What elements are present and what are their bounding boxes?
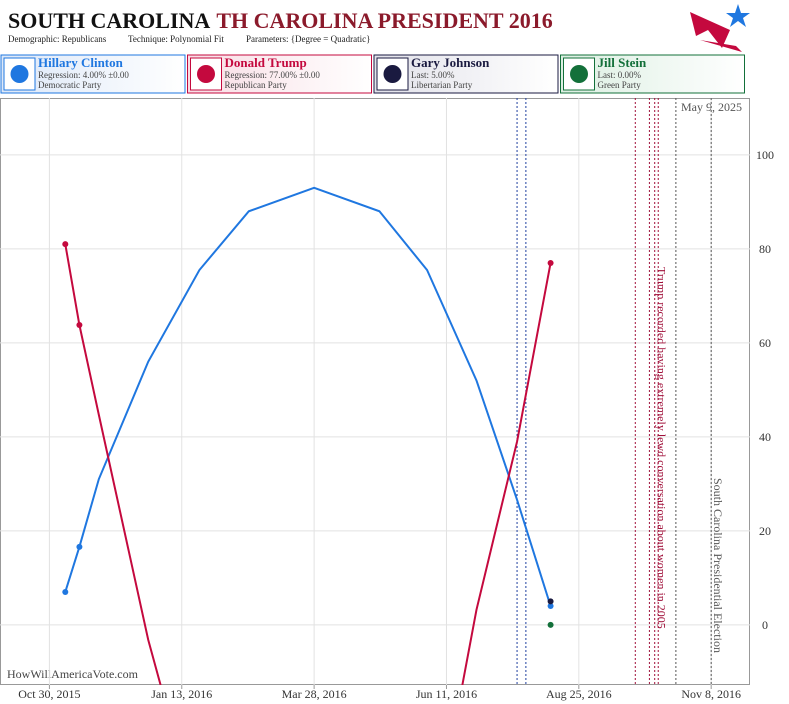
data-point [547,603,554,610]
x-tick-label: Jun 11, 2016 [416,687,477,701]
subtitle: Demographic: Republicans [8,34,107,44]
legend-detail: Last: 5.00% [411,70,455,80]
data-point [62,241,69,248]
data-point [547,598,554,605]
annotation: South Carolina Presidential Election [711,478,725,653]
y-tick-label: 20 [759,524,771,538]
annotation: Trump recorded having extremely lewd con… [655,267,669,629]
chart-title: SOUTH CAROLINA [8,8,210,33]
legend-icon-mark [197,65,215,83]
legend-name: Gary Johnson [411,55,490,70]
legend-detail: Regression: 4.00% ±0.00 [38,70,129,80]
fit-line [64,186,552,607]
chart-title-suffix: TH CAROLINA PRESIDENT 2016 [216,8,552,33]
y-tick-label: 40 [759,430,771,444]
legend-icon [563,57,595,91]
plot-frame [0,98,750,685]
legend-name: Donald Trump [225,55,307,70]
y-tick-label: 100 [756,148,774,162]
legend-detail: Regression: 77.00% ±0.00 [225,70,321,80]
x-tick-label: Mar 28, 2016 [282,687,347,701]
x-tick-label: Oct 30, 2015 [18,687,80,701]
legend-party: Democratic Party [38,80,102,90]
data-point [76,321,83,328]
legend-icon-mark [10,65,29,83]
data-point [62,588,69,595]
data-point [547,621,554,628]
legend-icon-mark [570,65,588,83]
y-tick-label: 0 [762,618,768,632]
data-point [76,543,83,550]
legend-party: Libertarian Party [411,80,473,90]
x-tick-label: Jan 13, 2016 [151,687,212,701]
legend-detail: Last: 0.00% [598,70,642,80]
legend-icon-mark [383,65,402,83]
legend-name: Jill Stein [598,55,648,70]
legend-party: Republican Party [225,80,288,90]
logo [690,4,750,52]
x-tick-label: Aug 25, 2016 [546,687,612,701]
subtitle: Technique: Polynomial Fit [128,34,224,44]
y-tick-label: 60 [759,336,771,350]
legend-party: Green Party [598,80,642,90]
data-point [547,259,554,266]
x-tick-label: Nov 8, 2016 [681,687,741,701]
legend-name: Hillary Clinton [38,55,124,70]
source: HowWillAmericaVote.com [7,667,139,681]
fit-line [64,243,552,685]
y-tick-label: 80 [759,242,771,256]
subtitle: Parameters: {Degree = Quadratic} [246,34,370,44]
